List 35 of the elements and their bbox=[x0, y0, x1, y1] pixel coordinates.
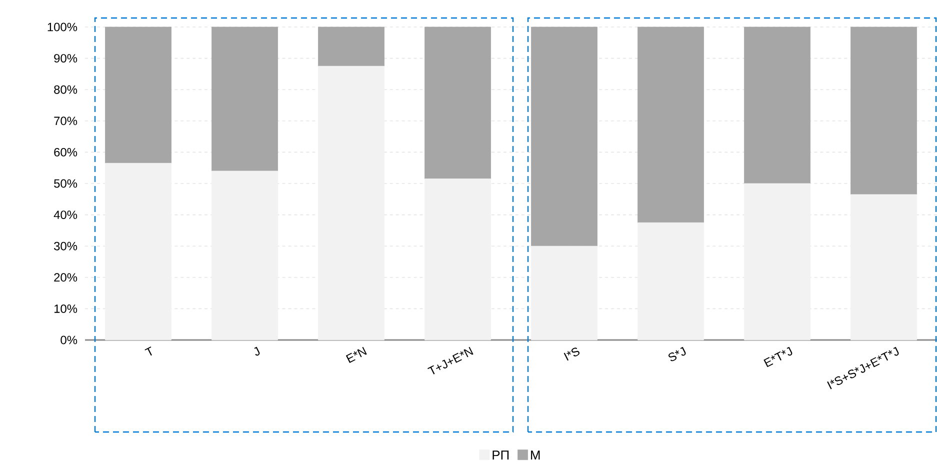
bar bbox=[638, 26, 704, 223]
legend-label: РП bbox=[492, 450, 509, 460]
bar bbox=[105, 26, 172, 164]
x-tick-label: E*N bbox=[346, 346, 367, 363]
bar bbox=[531, 26, 598, 246]
y-tick-label: 10% bbox=[54, 304, 78, 313]
bar bbox=[424, 178, 491, 340]
legend-label: М bbox=[531, 450, 540, 460]
y-tick-label: 60% bbox=[54, 148, 78, 156]
y-tick-label: 70% bbox=[54, 116, 78, 126]
bar bbox=[531, 246, 598, 340]
y-tick-label: 0% bbox=[60, 336, 78, 344]
bar bbox=[638, 222, 704, 340]
bar bbox=[318, 26, 384, 66]
bar bbox=[744, 183, 810, 340]
y-tick-label: 100% bbox=[48, 22, 78, 32]
y-tick-label: 30% bbox=[54, 242, 78, 250]
y-tick-label: 50% bbox=[54, 179, 78, 188]
x-tick-label: I*S bbox=[564, 348, 580, 361]
bar bbox=[212, 26, 278, 172]
x-tick-label: J bbox=[254, 346, 260, 356]
x-tick-label: E*T*J bbox=[764, 346, 792, 368]
x-tick-label: T bbox=[144, 346, 152, 356]
y-tick-label: 80% bbox=[54, 85, 78, 94]
x-tick-label: S*J bbox=[668, 346, 686, 362]
bar bbox=[850, 26, 917, 195]
y-tick-label: 90% bbox=[54, 54, 78, 63]
y-tick-label: 40% bbox=[54, 210, 78, 220]
bar bbox=[318, 66, 384, 340]
bar bbox=[744, 26, 810, 184]
y-tick-label: 20% bbox=[54, 273, 78, 282]
bar bbox=[212, 170, 278, 340]
bar bbox=[105, 162, 172, 340]
bar bbox=[850, 194, 917, 340]
bar bbox=[424, 26, 491, 180]
